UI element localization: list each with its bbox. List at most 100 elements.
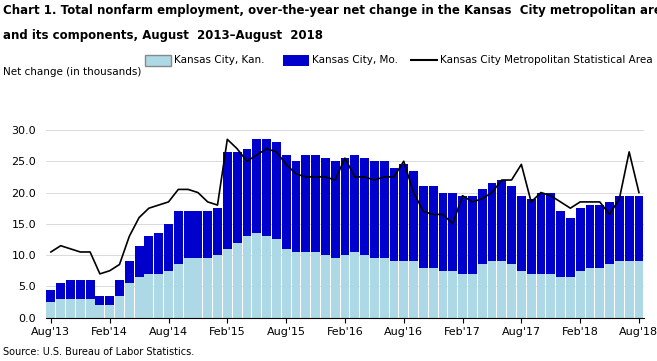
Bar	[625, 196, 633, 261]
Bar	[635, 261, 643, 318]
Bar	[409, 171, 418, 261]
Text: Chart 1. Total nonfarm employment, over-the-year net change in the Kansas  City : Chart 1. Total nonfarm employment, over-…	[3, 4, 657, 17]
Bar	[105, 305, 114, 318]
Bar	[576, 208, 585, 271]
Bar	[282, 155, 290, 249]
Bar	[507, 265, 516, 318]
Bar	[57, 299, 65, 318]
Bar	[380, 258, 388, 318]
Bar	[547, 274, 555, 318]
Bar	[399, 261, 408, 318]
Bar	[556, 277, 565, 318]
Bar	[478, 190, 487, 265]
Bar	[390, 168, 398, 261]
Bar	[272, 143, 281, 239]
Bar	[370, 161, 378, 258]
Bar	[292, 161, 300, 252]
Bar	[566, 277, 575, 318]
Bar	[262, 236, 271, 318]
Bar	[547, 192, 555, 274]
Bar	[85, 299, 95, 318]
Bar	[340, 158, 350, 255]
Bar	[478, 265, 487, 318]
Bar	[292, 252, 300, 318]
Bar	[517, 196, 526, 271]
Bar	[330, 258, 340, 318]
Bar	[203, 211, 212, 258]
Bar	[438, 192, 447, 271]
Bar	[595, 268, 604, 318]
Bar	[242, 236, 252, 318]
Bar	[409, 261, 418, 318]
Bar	[154, 233, 163, 274]
Bar	[135, 277, 143, 318]
Bar	[203, 258, 212, 318]
Bar	[213, 255, 222, 318]
Bar	[625, 261, 633, 318]
Bar	[95, 305, 104, 318]
Bar	[223, 152, 232, 249]
Bar	[145, 274, 153, 318]
Bar	[115, 280, 124, 296]
Bar	[311, 155, 320, 252]
Bar	[184, 258, 193, 318]
Bar	[429, 268, 438, 318]
Bar	[184, 211, 193, 258]
Bar	[399, 164, 408, 261]
Bar	[448, 192, 457, 271]
Bar	[302, 252, 310, 318]
Bar	[468, 196, 477, 274]
Text: Kansas City, Kan.: Kansas City, Kan.	[174, 55, 265, 65]
Text: Net change (in thousands): Net change (in thousands)	[3, 67, 142, 77]
Bar	[419, 268, 428, 318]
Bar	[517, 271, 526, 318]
Bar	[233, 243, 242, 318]
Bar	[194, 211, 202, 258]
Bar	[330, 161, 340, 258]
Bar	[252, 233, 261, 318]
Bar	[66, 299, 75, 318]
Bar	[497, 261, 506, 318]
Bar	[556, 211, 565, 277]
Bar	[174, 211, 183, 265]
Bar	[635, 196, 643, 261]
Bar	[497, 180, 506, 261]
Bar	[174, 265, 183, 318]
Bar	[380, 161, 388, 258]
Bar	[164, 224, 173, 271]
Bar	[164, 271, 173, 318]
Bar	[76, 280, 85, 299]
Bar	[487, 261, 496, 318]
Bar	[585, 205, 595, 268]
Bar	[115, 296, 124, 318]
Bar	[527, 199, 535, 274]
Bar	[615, 261, 623, 318]
Bar	[302, 155, 310, 252]
Bar	[448, 271, 457, 318]
Bar	[595, 205, 604, 268]
Bar	[458, 274, 467, 318]
Bar	[223, 249, 232, 318]
Bar	[135, 246, 143, 277]
Bar	[370, 258, 378, 318]
Bar	[605, 265, 614, 318]
Bar	[194, 258, 202, 318]
Bar	[321, 255, 330, 318]
Bar	[360, 255, 369, 318]
Bar	[340, 255, 350, 318]
Bar	[419, 186, 428, 268]
Bar	[350, 155, 359, 252]
Bar	[576, 271, 585, 318]
Bar	[282, 249, 290, 318]
Bar	[438, 271, 447, 318]
Bar	[537, 274, 545, 318]
Text: Kansas City Metropolitan Statistical Area: Kansas City Metropolitan Statistical Are…	[440, 55, 653, 65]
Bar	[311, 252, 320, 318]
Bar	[537, 192, 545, 274]
Bar	[76, 299, 85, 318]
Bar	[458, 196, 467, 274]
Bar	[272, 239, 281, 318]
Bar	[605, 202, 614, 265]
Bar	[125, 261, 134, 283]
Bar	[213, 208, 222, 255]
